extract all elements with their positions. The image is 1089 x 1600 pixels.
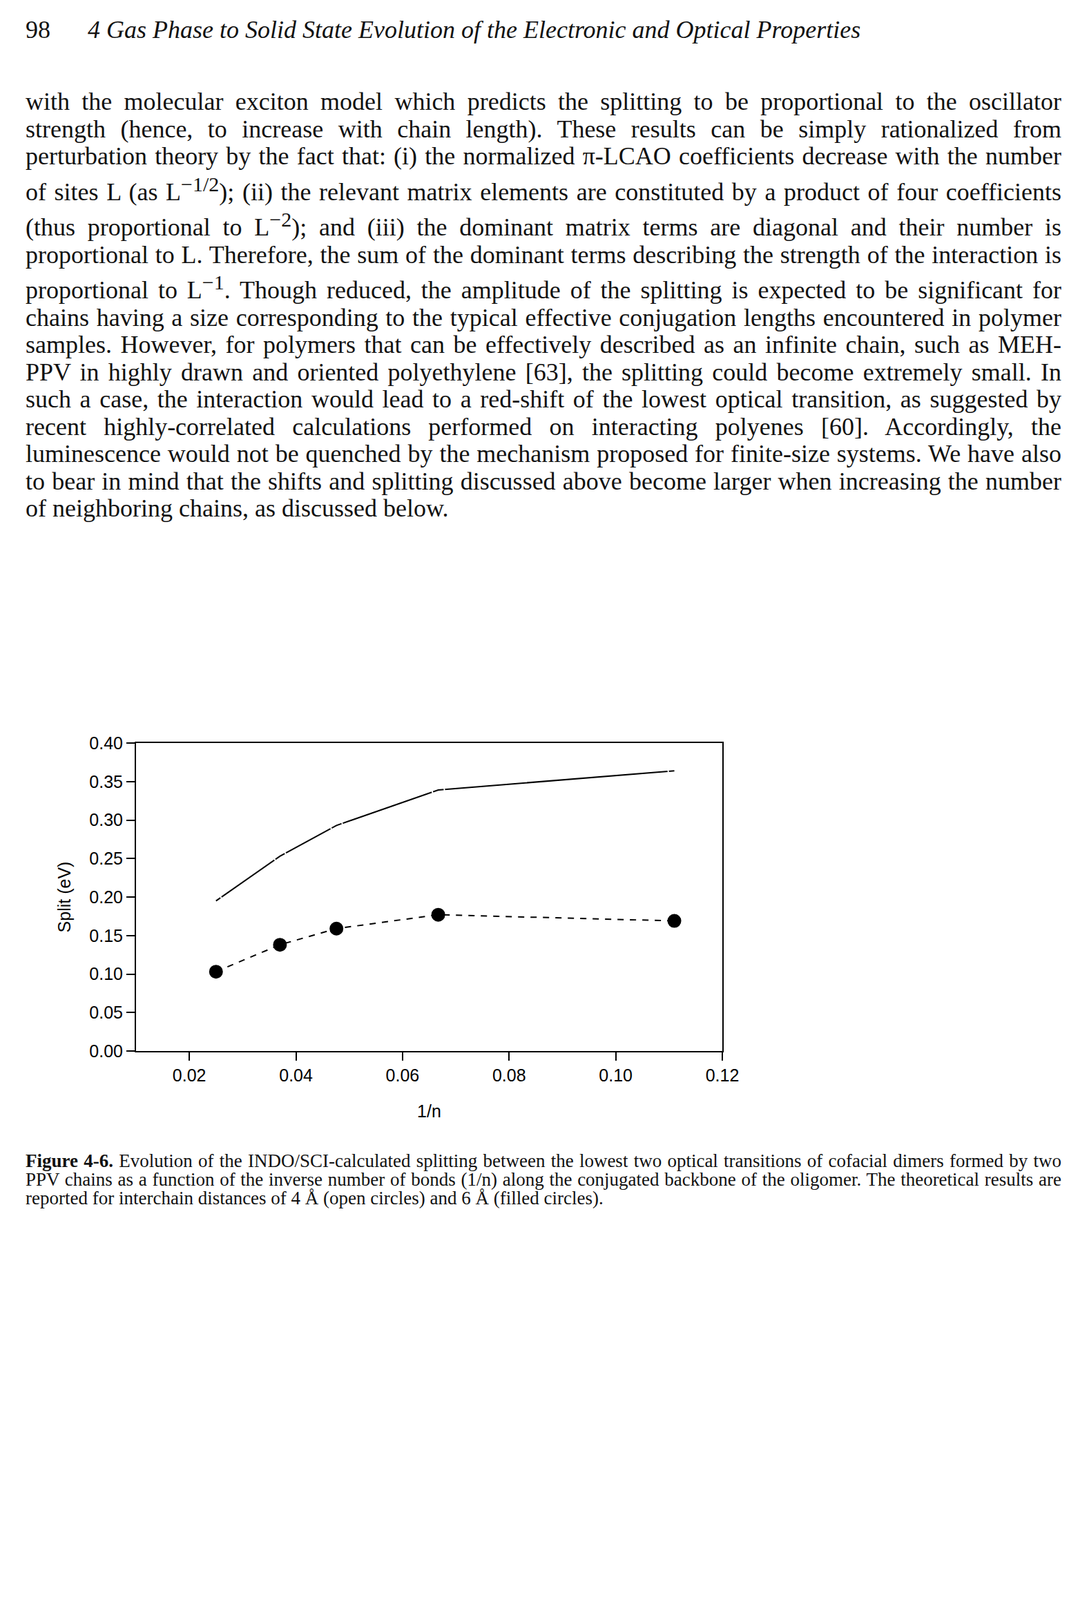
svg-text:0.02: 0.02: [172, 1065, 207, 1085]
svg-text:0.25: 0.25: [89, 848, 123, 869]
svg-text:0.35: 0.35: [89, 772, 123, 792]
html-text:98: 98: [25, 15, 51, 44]
svg-text:0.04: 0.04: [278, 1065, 313, 1085]
svg-text:0.00: 0.00: [89, 1041, 123, 1061]
svg-text:1/n: 1/n: [417, 1101, 442, 1121]
html-text:with the molecular exciton mod: with the molecular exciton model which p…: [25, 87, 1062, 523]
svg-text:0.12: 0.12: [705, 1065, 740, 1085]
svg-text:0.30: 0.30: [89, 810, 123, 830]
svg-text:0.20: 0.20: [89, 887, 123, 907]
svg-text:0.06: 0.06: [386, 1065, 420, 1085]
svg-text:Split (eV): Split (eV): [54, 861, 74, 933]
svg-text:0.15: 0.15: [89, 926, 123, 946]
html-text:4 Gas Phase to Solid State Evo: 4 Gas Phase to Solid State Evolution of …: [87, 15, 861, 44]
svg-text:0.05: 0.05: [89, 1002, 123, 1023]
html-text:Figure 4-6. Evolution of the I: Figure 4-6. Evolution of the INDO/SCI-ca…: [25, 1150, 1062, 1209]
svg-text:0.10: 0.10: [89, 964, 123, 984]
svg-text:0.08: 0.08: [492, 1065, 527, 1085]
svg-text:0.10: 0.10: [598, 1065, 633, 1085]
svg-text:0.40: 0.40: [89, 733, 123, 753]
